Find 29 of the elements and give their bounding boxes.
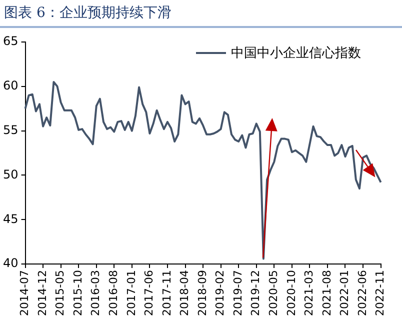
x-tick-label: 2021-08 bbox=[320, 270, 334, 316]
x-tick-label: 2020-05 bbox=[267, 270, 280, 316]
x-tick-label: 2017-01 bbox=[124, 270, 138, 316]
x-tick-label: 2015-05 bbox=[54, 270, 67, 316]
y-tick-label: 55 bbox=[2, 122, 18, 137]
x-tick-label: 2022-11 bbox=[374, 270, 387, 316]
y-tick-label: 50 bbox=[2, 167, 18, 182]
legend-label: 中国中小企业信心指数 bbox=[230, 45, 361, 62]
x-tick-label: 2014-12 bbox=[36, 270, 49, 316]
x-tick-label: 2021-03 bbox=[302, 270, 316, 316]
y-tick-label: 45 bbox=[2, 212, 18, 226]
x-tick-label: 2017-11 bbox=[160, 270, 174, 316]
x-tick-label: 2016-08 bbox=[107, 270, 120, 316]
y-tick-label: 65 bbox=[2, 34, 18, 48]
x-tick-label: 2019-02 bbox=[214, 270, 227, 316]
x-tick-label: 2019-07 bbox=[231, 270, 244, 316]
x-tick-label: 2017-06 bbox=[142, 270, 156, 316]
x-tick-label: 2016-03 bbox=[89, 270, 102, 316]
x-tick-label: 2020-10 bbox=[284, 270, 298, 316]
x-tick-label: 2018-04 bbox=[178, 270, 192, 316]
y-tick-label: 60 bbox=[2, 78, 18, 93]
x-tick-label: 2014-07 bbox=[18, 270, 32, 316]
x-tick-label: 2015-10 bbox=[71, 270, 84, 316]
x-tick-label: 2018-09 bbox=[196, 270, 209, 316]
x-tick-label: 2022-06 bbox=[356, 270, 369, 316]
x-tick-label: 2019-12 bbox=[249, 270, 262, 316]
chart-title: 图表 6：企业预期持续下滑 bbox=[0, 0, 402, 28]
y-tick-label: 40 bbox=[2, 256, 18, 270]
x-tick-label: 2022-01 bbox=[338, 270, 352, 316]
